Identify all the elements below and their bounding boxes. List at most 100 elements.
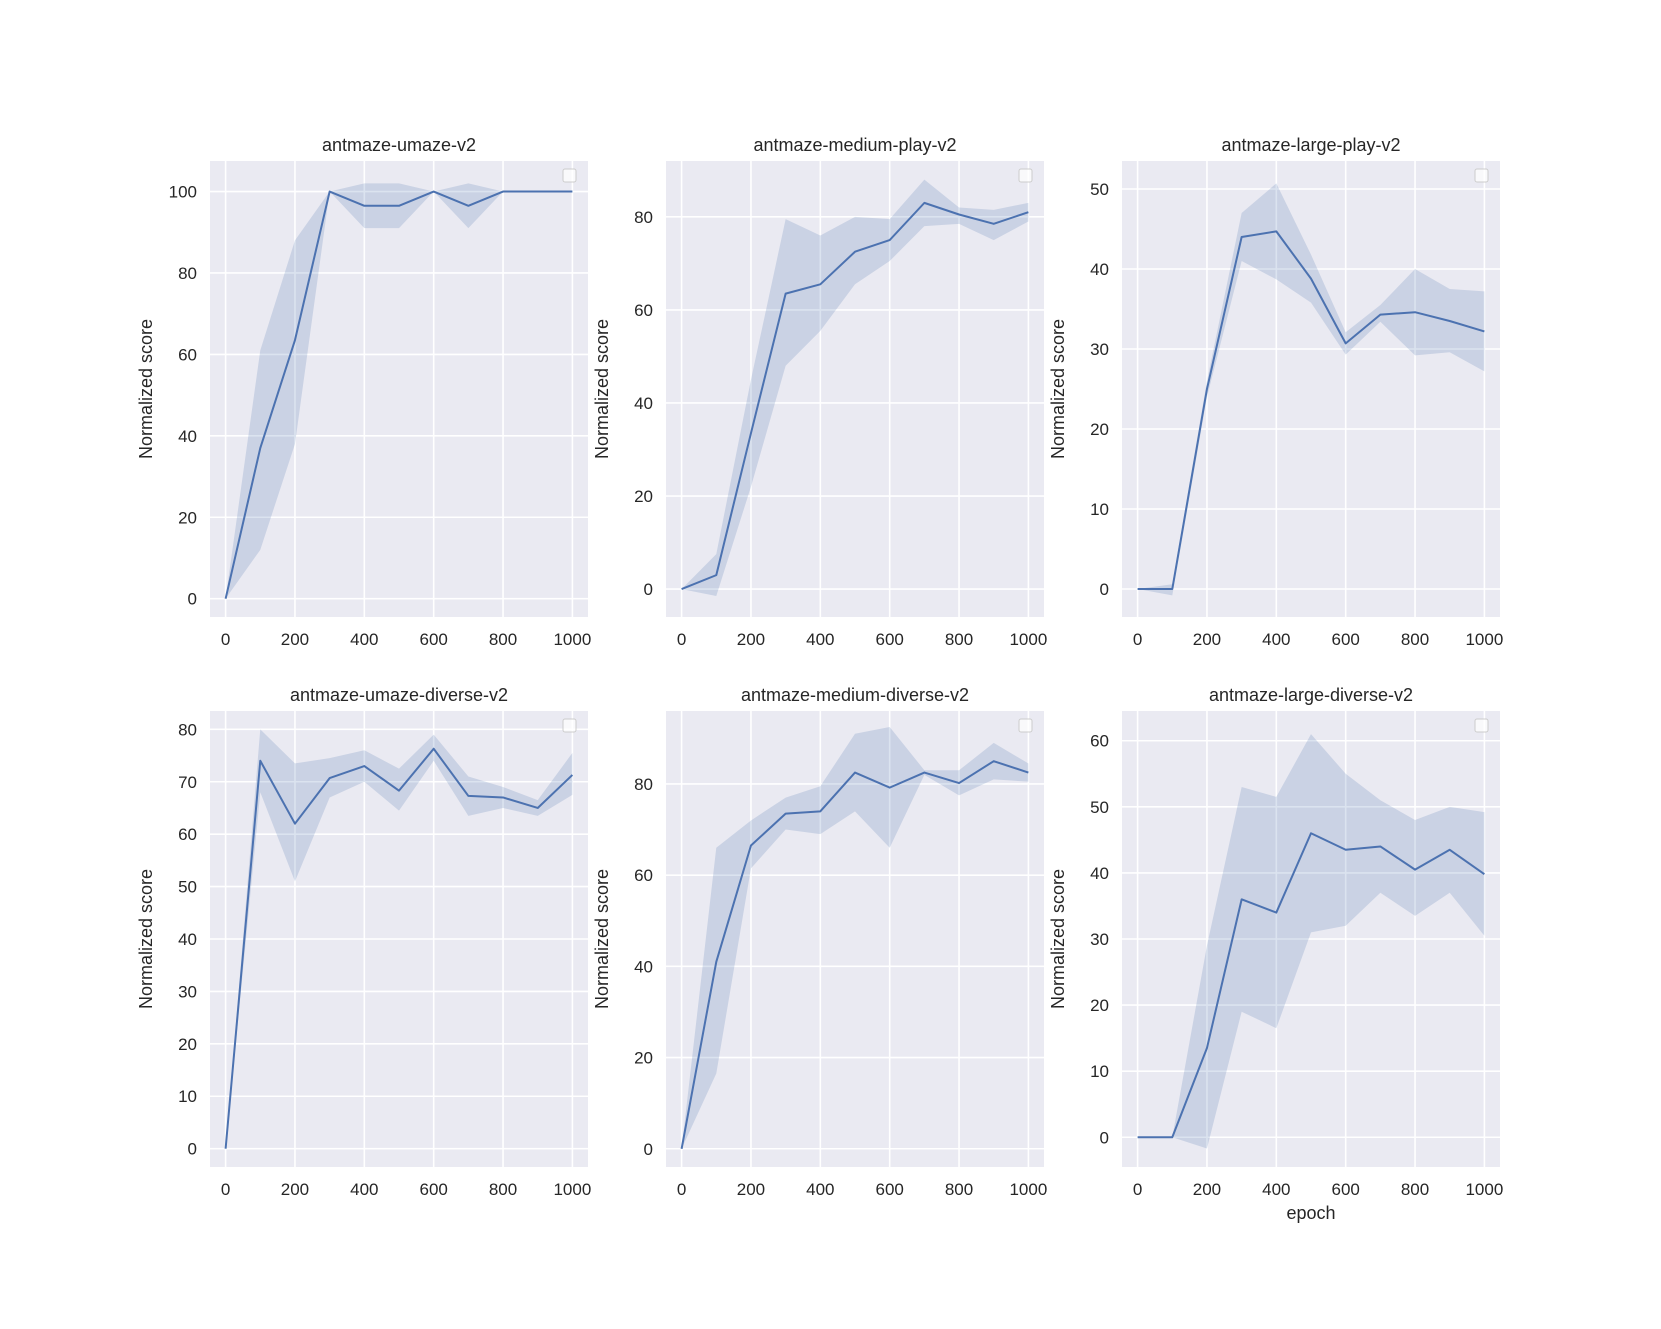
x-tick-label: 1000: [1009, 1180, 1047, 1199]
subplot-4: 0 200 400 600 800 1000 0 10 20 30 40 50 60 70 80 antmaz…: [136, 685, 591, 1199]
data-point: [681, 588, 683, 590]
data-point: [398, 790, 400, 792]
x-tick-label: 800: [489, 630, 517, 649]
y-axis-label: Normalized score: [592, 869, 612, 1009]
x-axis-label: epoch: [1286, 1203, 1335, 1223]
x-tick-label: 0: [677, 1180, 686, 1199]
data-point: [1027, 211, 1029, 213]
data-point: [225, 598, 227, 600]
y-tick-label: 80: [634, 208, 653, 227]
plot-area: [210, 161, 588, 617]
data-point: [854, 251, 856, 253]
x-tick-label: 800: [1401, 1180, 1429, 1199]
x-tick-label: 1000: [553, 630, 591, 649]
legend-box: [1474, 718, 1489, 733]
y-tick-label: 40: [1090, 864, 1109, 883]
y-axis-label: Normalized score: [1048, 869, 1068, 1009]
data-point: [923, 772, 925, 774]
x-tick-label: 0: [1133, 630, 1142, 649]
legend-box: [1018, 168, 1033, 183]
data-point: [1310, 278, 1312, 280]
chart-title: antmaze-large-diverse-v2: [1209, 685, 1413, 705]
data-point: [1310, 832, 1312, 834]
data-point: [1345, 342, 1347, 344]
y-tick-label: 40: [178, 427, 197, 446]
subplot-grid: 0 200 400 600 800 1000020406080100antmaze-uma…: [136, 135, 1503, 1223]
x-tick-label: 600: [419, 630, 447, 649]
data-point: [294, 823, 296, 825]
data-point: [1379, 314, 1381, 316]
chart-title: antmaze-medium-play-v2: [753, 135, 956, 155]
y-tick-label: 0: [188, 1140, 197, 1159]
data-point: [467, 795, 469, 797]
x-tick-label: 800: [1401, 630, 1429, 649]
x-tick-label: 1000: [1465, 630, 1503, 649]
legend-box: [562, 718, 577, 733]
y-tick-label: 100: [169, 183, 197, 202]
y-tick-label: 40: [634, 394, 653, 413]
x-tick-label: 1000: [1465, 1180, 1503, 1199]
data-point: [1027, 772, 1029, 774]
x-tick-label: 200: [281, 630, 309, 649]
y-axis-label: Normalized score: [136, 869, 156, 1009]
y-tick-label: 0: [188, 590, 197, 609]
data-point: [571, 191, 573, 193]
plot-area: [1122, 161, 1500, 617]
plot-area: [666, 161, 1044, 617]
subplot-6: 0 200 400 600 800 1000 0 10 20 30 40 50 60 antmaze-la…: [1048, 685, 1503, 1223]
confidence-band: [225, 729, 573, 1149]
x-tick-label: 400: [806, 630, 834, 649]
chart-title: antmaze-large-play-v2: [1221, 135, 1400, 155]
legend-box: [1474, 168, 1489, 183]
data-point: [1137, 588, 1139, 590]
data-point: [854, 772, 856, 774]
data-point: [363, 765, 365, 767]
y-tick-label: 60: [178, 345, 197, 364]
legend-box: [562, 168, 577, 183]
y-tick-label: 20: [634, 487, 653, 506]
y-tick-label: 20: [1090, 420, 1109, 439]
data-point: [715, 574, 717, 576]
x-tick-label: 600: [1331, 630, 1359, 649]
x-tick-label: 800: [489, 1180, 517, 1199]
data-point: [1414, 869, 1416, 871]
data-point: [889, 239, 891, 241]
legend-box: [1018, 718, 1033, 733]
y-tick-label: 30: [1090, 340, 1109, 359]
mean-line: [224, 190, 573, 599]
data-point: [958, 214, 960, 216]
y-tick-label: 20: [634, 1049, 653, 1068]
confidence-band: [681, 726, 1029, 1149]
data-point: [1171, 1136, 1173, 1138]
data-point: [785, 813, 787, 815]
y-tick-label: 70: [178, 773, 197, 792]
chart-title: antmaze-umaze-v2: [322, 135, 476, 155]
data-point: [502, 191, 504, 193]
y-tick-label: 40: [178, 930, 197, 949]
data-point: [467, 205, 469, 207]
y-tick-label: 10: [178, 1087, 197, 1106]
y-tick-label: 50: [1090, 180, 1109, 199]
mean-line: [1137, 832, 1485, 1139]
x-tick-label: 600: [875, 630, 903, 649]
data-point: [329, 191, 331, 193]
data-point: [1483, 873, 1485, 875]
data-point: [819, 810, 821, 812]
data-point: [819, 283, 821, 285]
y-tick-label: 20: [178, 1035, 197, 1054]
x-tick-label: 600: [875, 1180, 903, 1199]
data-point: [785, 293, 787, 295]
mean-line: [680, 760, 1029, 1149]
chart-title: antmaze-medium-diverse-v2: [741, 685, 969, 705]
x-tick-label: 0: [677, 630, 686, 649]
y-tick-label: 80: [178, 720, 197, 739]
data-point: [1345, 849, 1347, 851]
x-tick-label: 0: [1133, 1180, 1142, 1199]
x-tick-label: 1000: [1009, 630, 1047, 649]
data-point: [433, 191, 435, 193]
data-point: [1206, 388, 1208, 390]
x-tick-label: 1000: [553, 1180, 591, 1199]
data-point: [363, 205, 365, 207]
data-point: [958, 782, 960, 784]
x-tick-label: 400: [350, 630, 378, 649]
